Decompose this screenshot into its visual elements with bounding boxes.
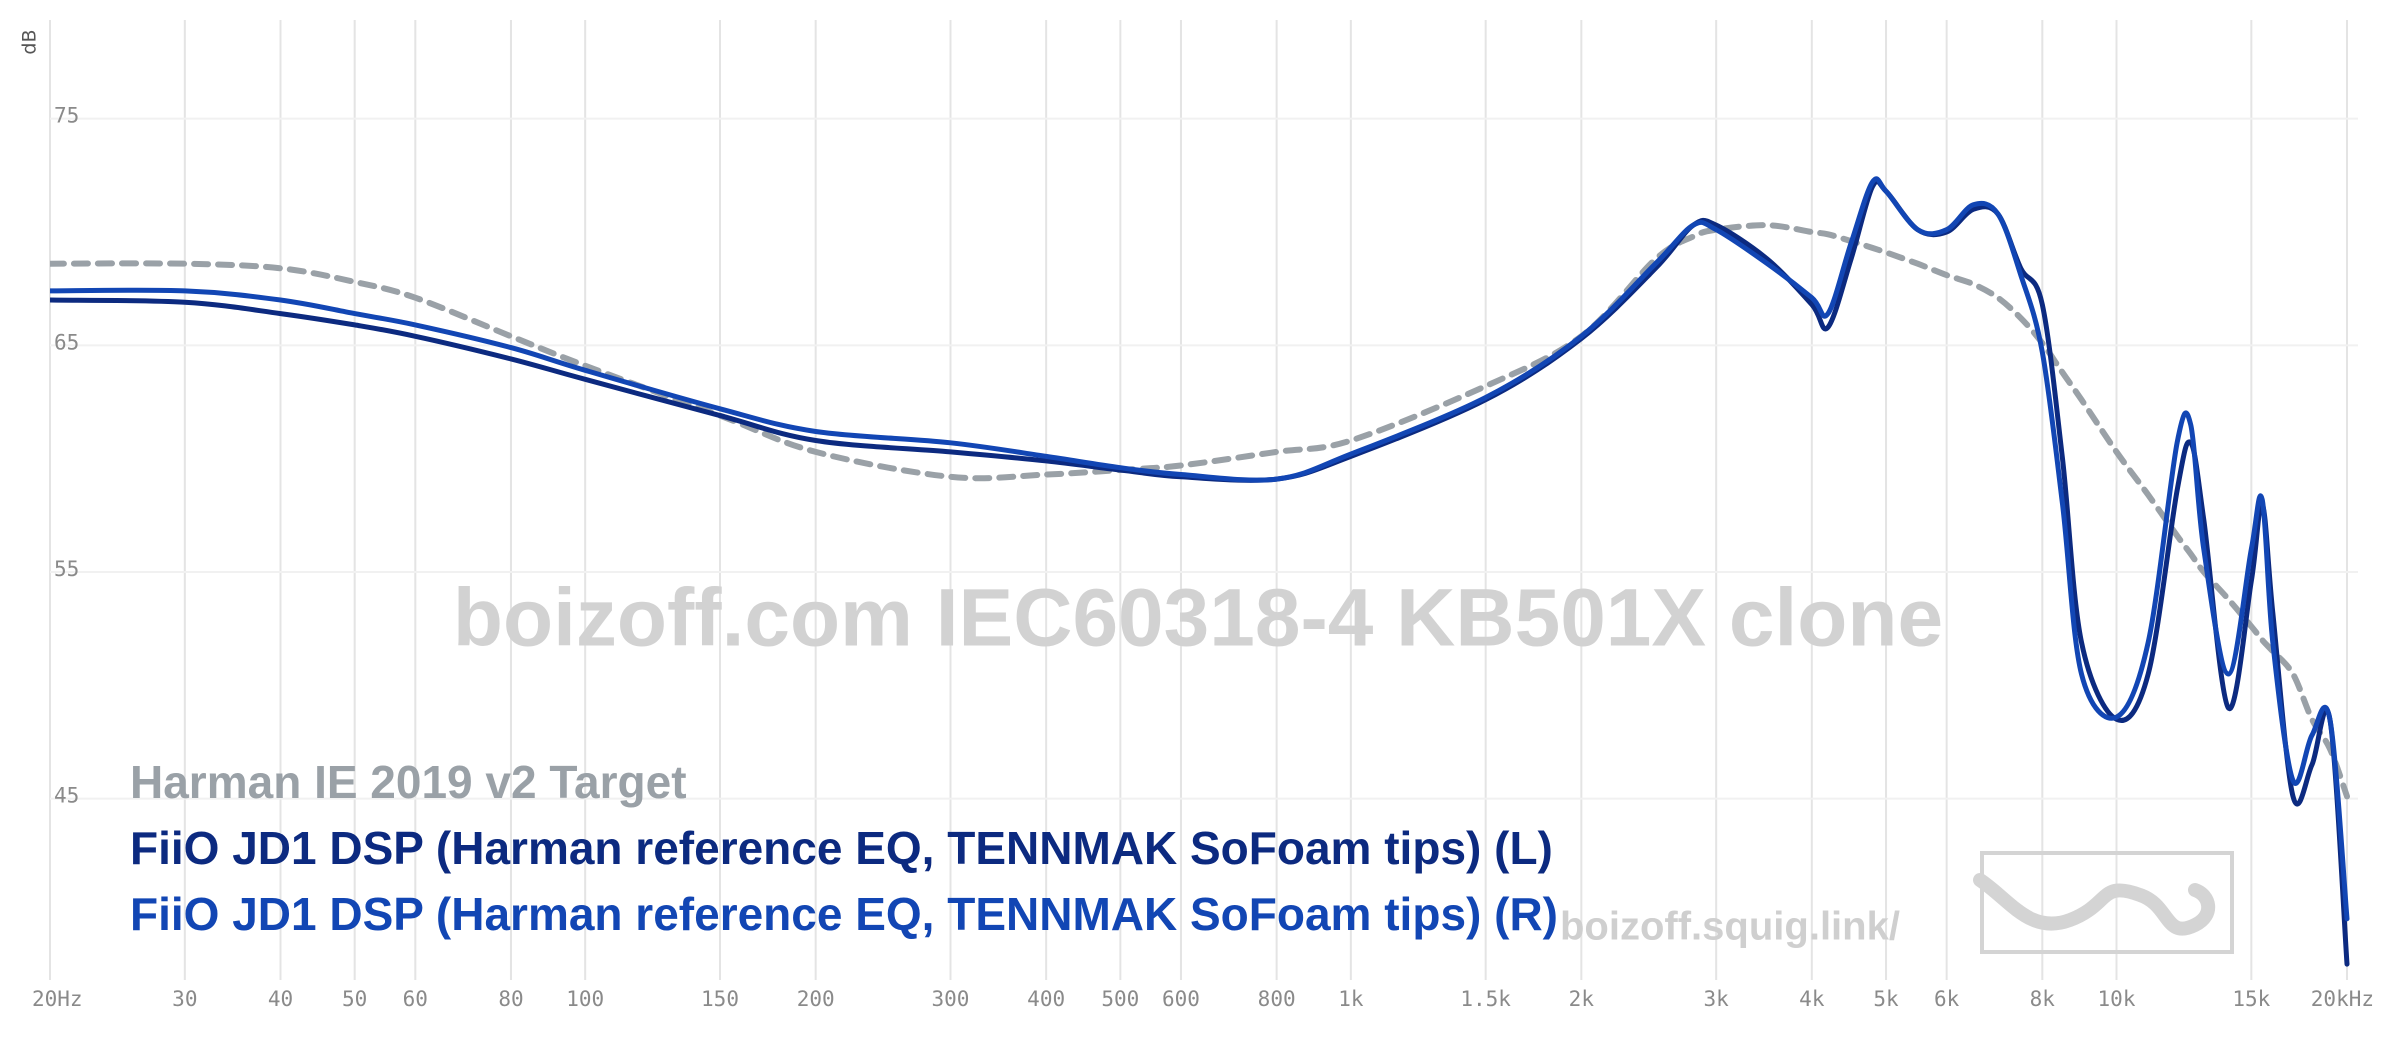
x-tick-label: 60 bbox=[403, 987, 428, 1011]
x-tick-label: 300 bbox=[932, 987, 970, 1011]
legend-entry: FiiO JD1 DSP (Harman reference EQ, TENNM… bbox=[130, 822, 1553, 874]
x-tick-label: 600 bbox=[1162, 987, 1200, 1011]
x-tick-label: 3k bbox=[1704, 987, 1730, 1011]
x-tick-label: 40 bbox=[268, 987, 293, 1011]
x-tick-label: 150 bbox=[701, 987, 739, 1011]
y-tick-label: 45 bbox=[54, 784, 79, 808]
x-tick-label: 400 bbox=[1027, 987, 1065, 1011]
x-tick-label: 80 bbox=[498, 987, 523, 1011]
x-tick-label: 800 bbox=[1258, 987, 1296, 1011]
x-tick-label: 20Hz bbox=[32, 987, 83, 1011]
x-tick-label: 15k bbox=[2232, 987, 2270, 1011]
series-line bbox=[50, 176, 2350, 922]
x-tick-label: 20kHz bbox=[2311, 987, 2374, 1011]
x-tick-label: 2k bbox=[1569, 987, 1595, 1011]
y-tick-label: 65 bbox=[54, 330, 79, 354]
x-tick-label: 30 bbox=[172, 987, 197, 1011]
y-tick-label: 55 bbox=[54, 557, 79, 581]
x-tick-label: 200 bbox=[797, 987, 835, 1011]
x-tick-label: 50 bbox=[342, 987, 367, 1011]
x-tick-label: 1.5k bbox=[1460, 987, 1511, 1011]
y-tick-label: 75 bbox=[54, 104, 79, 128]
grid: 20Hz 30 40 50 60 80 100 150 200 300 400 500 600 800 1k… bbox=[32, 20, 2374, 1011]
series-line bbox=[50, 222, 2350, 800]
site-label: boizoff.squig.link/ bbox=[1560, 905, 1900, 949]
x-tick-label: 1k bbox=[1338, 987, 1364, 1011]
x-tick-label: 4k bbox=[1799, 987, 1825, 1011]
x-tick-label: 8k bbox=[2030, 987, 2056, 1011]
logo bbox=[1973, 851, 2234, 954]
plot-lines bbox=[50, 176, 2350, 967]
x-tick-label: 10k bbox=[2098, 987, 2136, 1011]
legend-entry: FiiO JD1 DSP (Harman reference EQ, TENNM… bbox=[130, 888, 1558, 940]
x-tick-label: 6k bbox=[1934, 987, 1960, 1011]
x-tick-label: 5k bbox=[1873, 987, 1899, 1011]
x-tick-label: 100 bbox=[566, 987, 604, 1011]
watermark: boizoff.com IEC60318-4 KB501X clone bbox=[453, 573, 1943, 664]
legend-entry: Harman IE 2019 v2 Target bbox=[130, 756, 687, 808]
x-tick-label: 500 bbox=[1101, 987, 1139, 1011]
legend: Harman IE 2019 v2 Target FiiO JD1 DSP (Ha… bbox=[130, 756, 1558, 940]
y-axis-label: dB bbox=[19, 29, 41, 54]
